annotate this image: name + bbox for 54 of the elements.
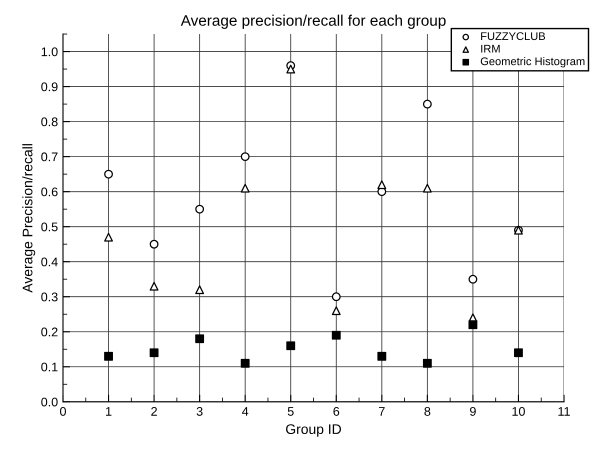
point — [377, 352, 386, 361]
point — [104, 170, 113, 179]
point — [104, 352, 113, 361]
point — [422, 358, 432, 368]
x-tick-label: 9 — [470, 406, 476, 416]
y-tick-label: 0.7 — [41, 152, 58, 162]
legend-label: FUZZYCLUB — [481, 32, 546, 40]
y-tick-label: 0.5 — [41, 222, 58, 232]
x-tick-label: 8 — [424, 406, 430, 416]
point — [195, 204, 204, 214]
legend-label: Geometric Histogram — [480, 57, 584, 68]
point — [286, 341, 296, 350]
point — [240, 358, 250, 368]
y-tick-label: 0.8 — [41, 117, 58, 126]
y-tick-label: 0.0 — [41, 398, 58, 406]
point — [240, 184, 250, 193]
x-tick-label: 3 — [196, 406, 203, 416]
y-tick-label: 1.0 — [42, 47, 58, 56]
point — [150, 348, 159, 358]
point — [422, 184, 432, 193]
x-tick-label: 10 — [512, 406, 525, 416]
point — [468, 320, 478, 330]
y-tick-label: 0.4 — [41, 258, 58, 266]
point — [332, 306, 341, 316]
point — [195, 285, 204, 294]
x-tick-label: 2 — [151, 406, 157, 416]
x-tick-label: 7 — [378, 407, 385, 416]
y-tick-label: 0.1 — [41, 362, 58, 372]
y-tick-label: 0.6 — [41, 187, 58, 196]
y-axis-title: Average Precision/recall — [22, 144, 36, 293]
x-tick-label: 0 — [60, 406, 66, 416]
x-tick-label: 5 — [288, 407, 294, 416]
point — [195, 334, 204, 344]
point — [240, 152, 250, 162]
point — [422, 100, 432, 109]
point — [377, 180, 386, 190]
x-axis-title: Group ID — [286, 424, 342, 437]
x-tick-label: 4 — [242, 407, 248, 416]
x-tick-label: 6 — [333, 406, 340, 416]
x-tick-label: 11 — [558, 407, 570, 416]
point — [468, 274, 478, 284]
point — [150, 282, 159, 291]
point — [104, 232, 113, 242]
point — [514, 348, 523, 358]
point — [150, 240, 159, 249]
point — [332, 330, 341, 340]
y-tick-label: 0.2 — [41, 328, 58, 336]
y-tick-label: 0.9 — [41, 82, 58, 92]
point — [332, 292, 341, 302]
point — [286, 64, 296, 74]
x-tick-label: 1 — [106, 407, 112, 416]
legend-label: IRM — [481, 44, 500, 53]
y-tick-label: 0.3 — [41, 292, 58, 302]
chart-title: Average precision/recall for each group — [180, 14, 446, 29]
